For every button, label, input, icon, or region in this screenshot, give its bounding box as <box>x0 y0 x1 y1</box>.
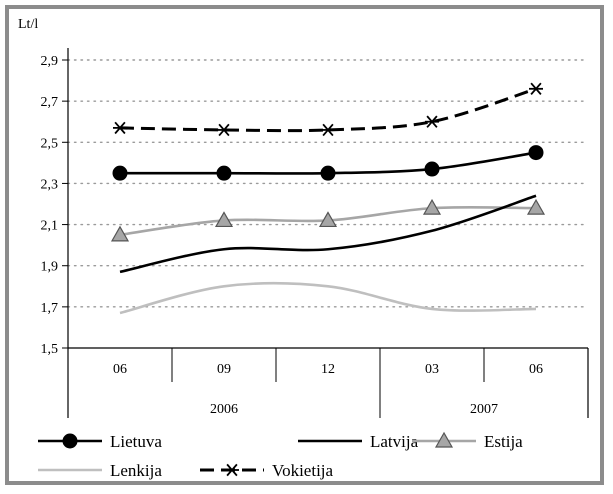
legend-item-latvija: Latvija <box>298 432 419 451</box>
data-point-lietuva <box>424 161 440 177</box>
x-tick-label: 03 <box>425 362 439 377</box>
legend-item-lietuva: Lietuva <box>38 432 162 451</box>
data-point-lietuva <box>216 165 232 181</box>
y-tick-label: 1,5 <box>41 342 59 357</box>
y-axis-label: Lt/l <box>18 17 38 32</box>
x-tick-label: 12 <box>321 362 335 377</box>
y-tick-label: 1,9 <box>41 260 59 275</box>
data-point-estija <box>110 225 130 242</box>
legend-marker-estija <box>434 431 454 448</box>
y-tick-label: 2,5 <box>41 136 59 151</box>
legend-label-estija: Estija <box>484 432 523 451</box>
data-point-vokietija <box>425 115 439 128</box>
series-line-latvija <box>119 194 537 274</box>
legend-marker-lietuva <box>62 433 78 449</box>
series-line-vokietija <box>119 87 537 133</box>
legend-label-latvija: Latvija <box>370 432 419 451</box>
legend-item-lenkija: Lenkija <box>38 461 162 480</box>
data-point-vokietija <box>321 123 335 137</box>
legend-label-lenkija: Lenkija <box>110 461 162 480</box>
legend-marker-vokietija <box>225 463 239 477</box>
y-tick-label: 2,7 <box>41 95 59 110</box>
y-tick-label: 2,3 <box>41 177 59 192</box>
data-point-estija <box>422 198 442 215</box>
legend-label-vokietija: Vokietija <box>272 461 334 480</box>
data-point-vokietija <box>217 123 231 137</box>
y-tick-label: 1,7 <box>41 301 59 316</box>
year-label: 2007 <box>470 402 498 417</box>
x-tick-label: 06 <box>529 362 543 377</box>
x-tick-label: 06 <box>113 362 127 377</box>
year-label: 2006 <box>210 402 238 417</box>
data-point-estija <box>214 211 234 228</box>
y-tick-label: 2,1 <box>41 219 59 234</box>
data-point-estija <box>318 211 338 228</box>
series-line-lenkija <box>119 281 537 315</box>
legend-label-lietuva: Lietuva <box>110 432 162 451</box>
data-point-vokietija <box>113 121 127 135</box>
data-point-vokietija <box>529 82 543 95</box>
legend-item-estija: Estija <box>412 431 523 451</box>
legend-item-vokietija: Vokietija <box>200 461 334 480</box>
data-point-estija <box>526 198 546 215</box>
y-tick-label: 2,9 <box>41 54 59 69</box>
data-point-lietuva <box>528 145 544 161</box>
x-tick-label: 09 <box>217 362 231 377</box>
data-point-lietuva <box>320 165 336 181</box>
data-point-lietuva <box>112 165 128 181</box>
chart-frame <box>5 5 604 485</box>
